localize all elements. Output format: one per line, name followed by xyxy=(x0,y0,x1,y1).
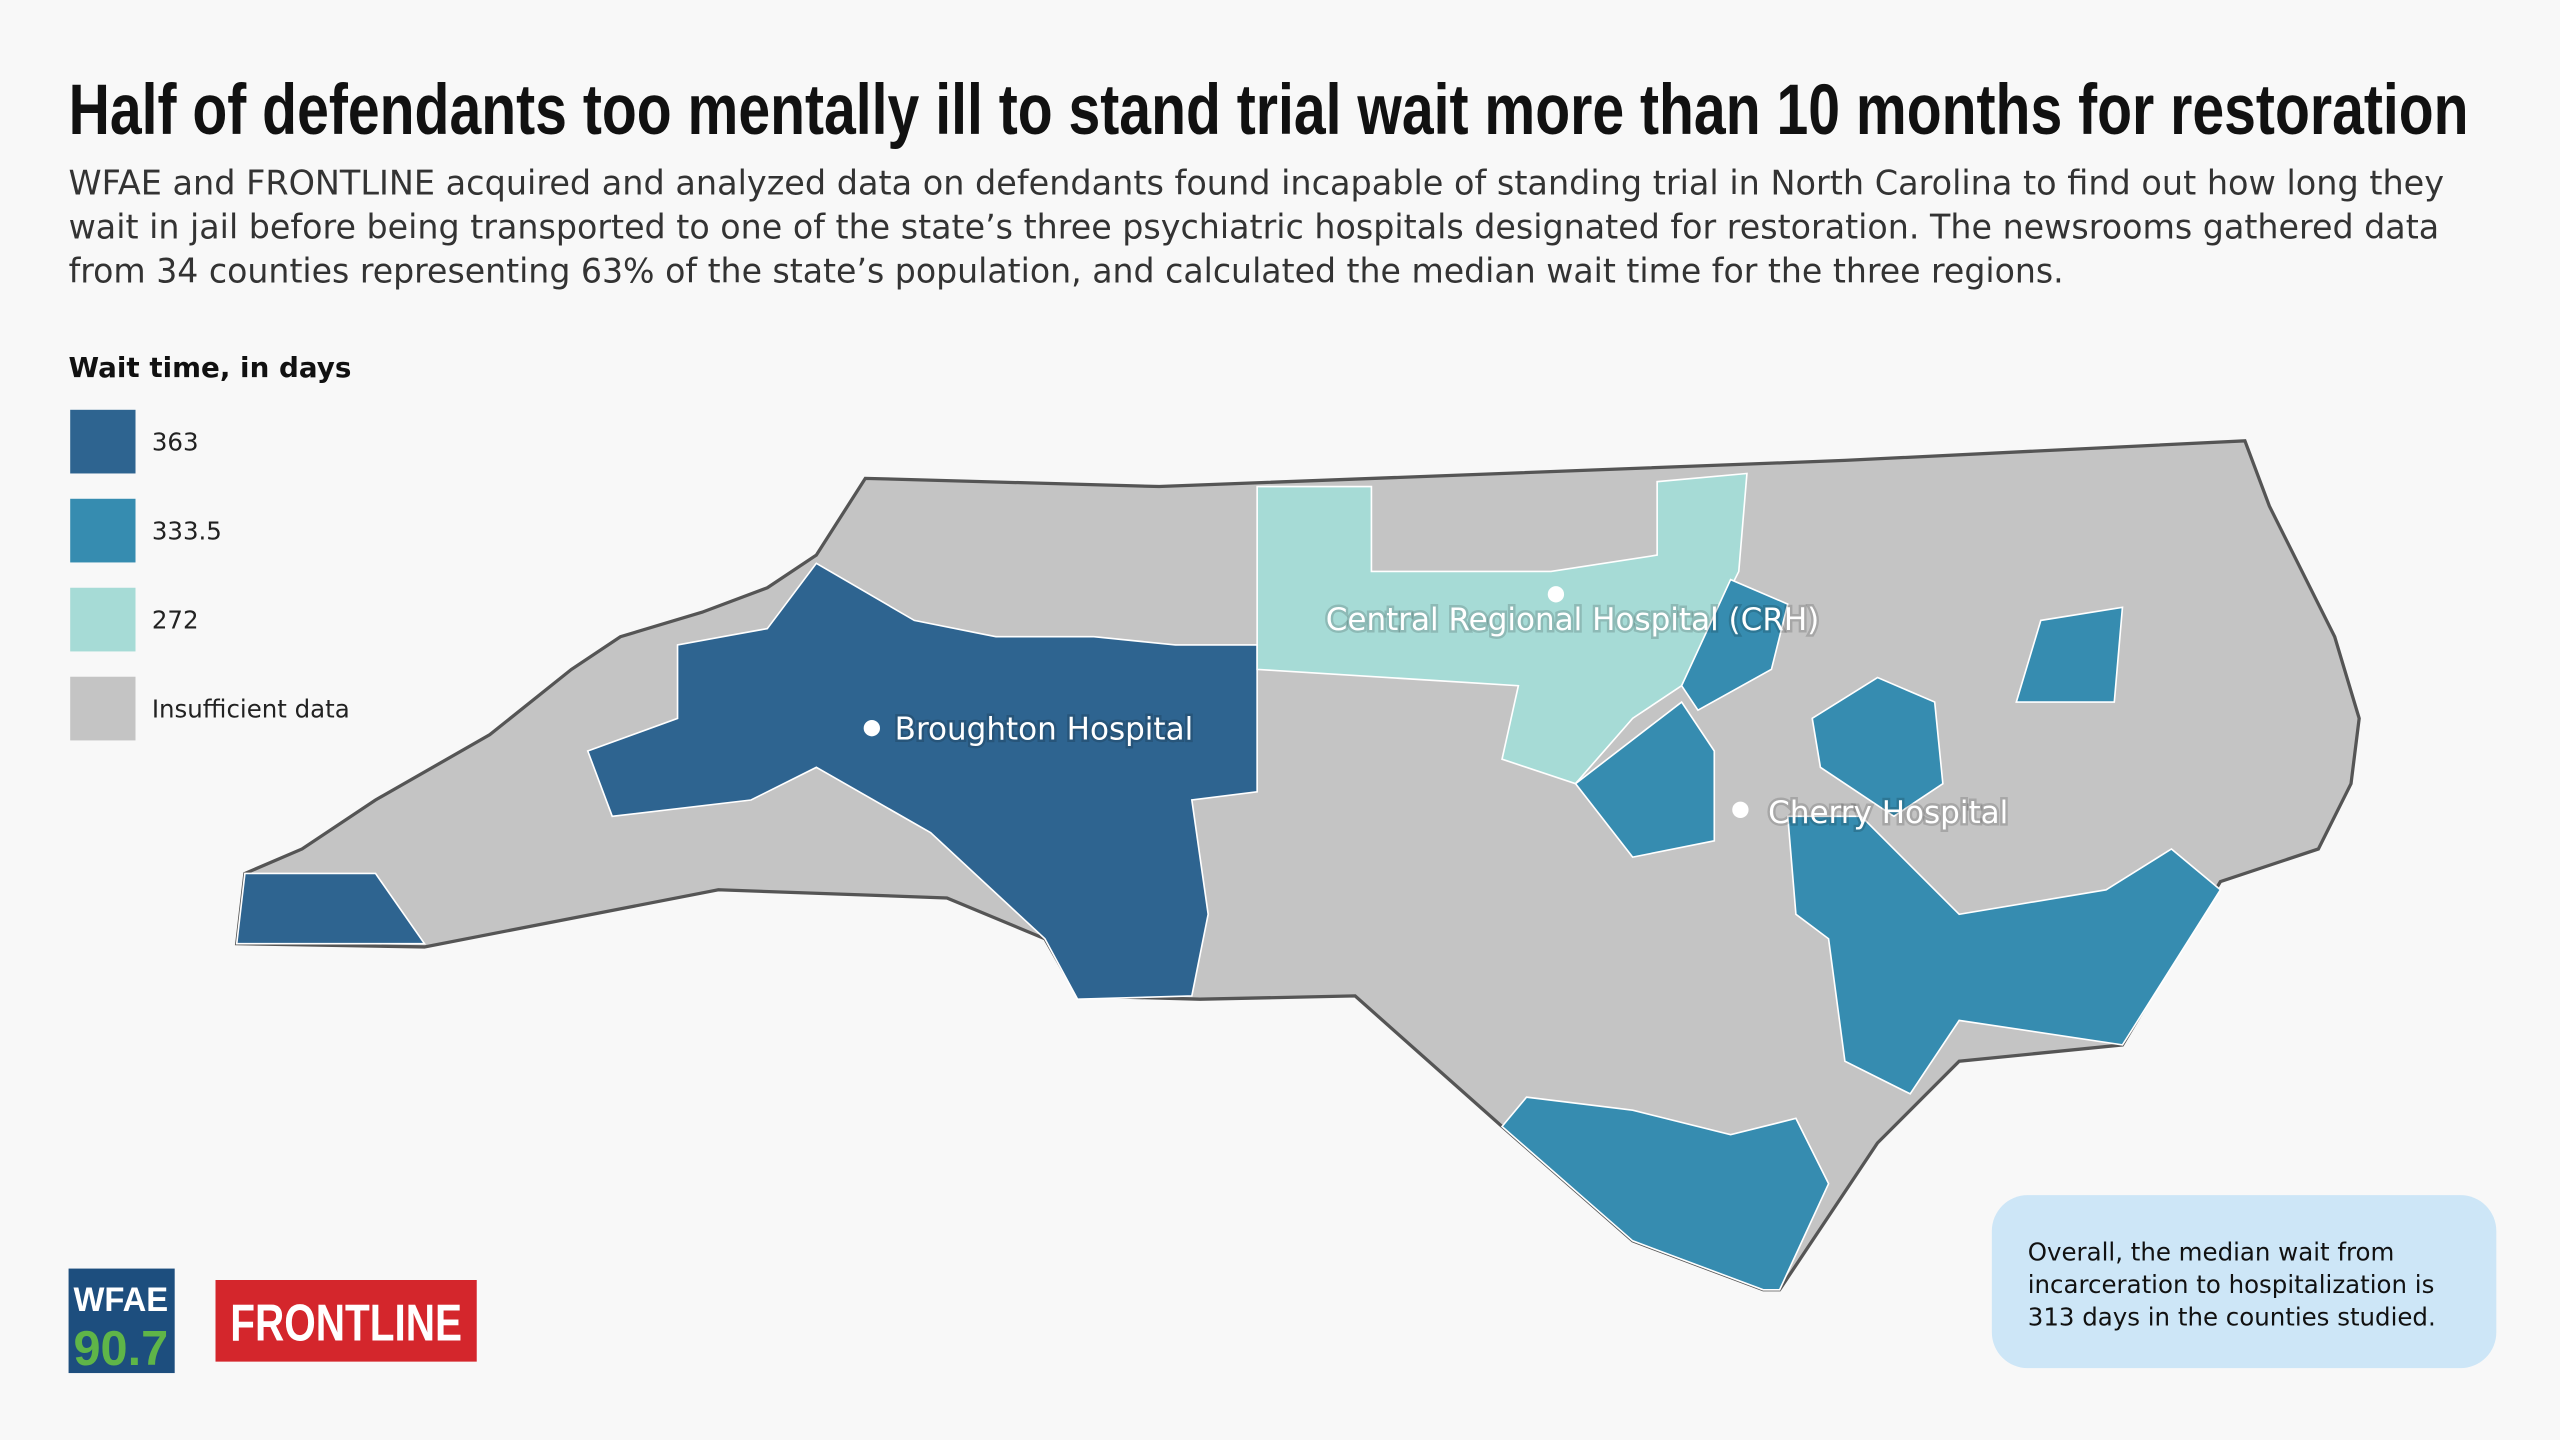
subtitle-line: wait in jail before being transported to… xyxy=(69,207,2440,246)
legend-swatch xyxy=(70,498,136,563)
region-333 xyxy=(1574,700,1716,859)
note-line: incarceration to hospitalization is xyxy=(2028,1270,2435,1299)
legend-swatch xyxy=(70,587,136,652)
note: Overall, the median wait from incarcerat… xyxy=(2028,1237,2436,1331)
note-line: 313 days in the counties studied. xyxy=(2028,1303,2436,1332)
region-333 xyxy=(1680,578,1789,712)
note-box xyxy=(1991,1195,2497,1369)
wfae-text: WFAE xyxy=(73,1281,168,1319)
hospital-dot xyxy=(863,720,880,737)
legend-label: 272 xyxy=(152,606,199,635)
legend-swatch xyxy=(70,409,136,474)
subtitle-line: WFAE and FRONTLINE acquired and analyzed… xyxy=(69,163,2445,202)
wfae-logo xyxy=(68,1268,175,1374)
hospital-dot xyxy=(1547,586,1565,603)
region-363 xyxy=(586,562,1258,1001)
region-333 xyxy=(1811,676,1944,818)
legend: 363 333.5 272 Insufficient data xyxy=(70,409,350,741)
subtitle: WFAE and FRONTLINE acquired and analyzed… xyxy=(69,163,2445,290)
legend-label: 333.5 xyxy=(152,517,222,546)
title: Half of defendants too mentally ill to s… xyxy=(69,70,2469,150)
wfae-frequency: 90.7 xyxy=(73,1322,168,1376)
legend-label: 363 xyxy=(152,428,199,457)
hospital-label: Broughton Hospital xyxy=(895,712,1194,748)
frontline-logo xyxy=(215,1280,477,1362)
region-333 xyxy=(2015,606,2124,703)
map xyxy=(234,439,2361,1292)
legend-title: Wait time, in days xyxy=(69,351,352,384)
hospitals: Broughton Hospital Central Regional Hosp… xyxy=(863,586,2011,833)
frontline-text: FRONTLINE xyxy=(230,1294,462,1352)
subtitle-line: from 34 counties representing 63% of the… xyxy=(69,251,2064,290)
region-363 xyxy=(235,872,427,945)
legend-swatch xyxy=(70,676,136,741)
region-333 xyxy=(1786,815,2222,1095)
region-333 xyxy=(1500,1096,1830,1291)
hospital-label: Central Regional Hospital (CRH) xyxy=(1326,602,1820,638)
note-line: Overall, the median wait from xyxy=(2028,1237,2395,1266)
legend-label: Insufficient data xyxy=(152,695,350,724)
hospital-dot xyxy=(1732,801,1749,818)
hospital-label: Cherry Hospital xyxy=(1768,795,2008,831)
